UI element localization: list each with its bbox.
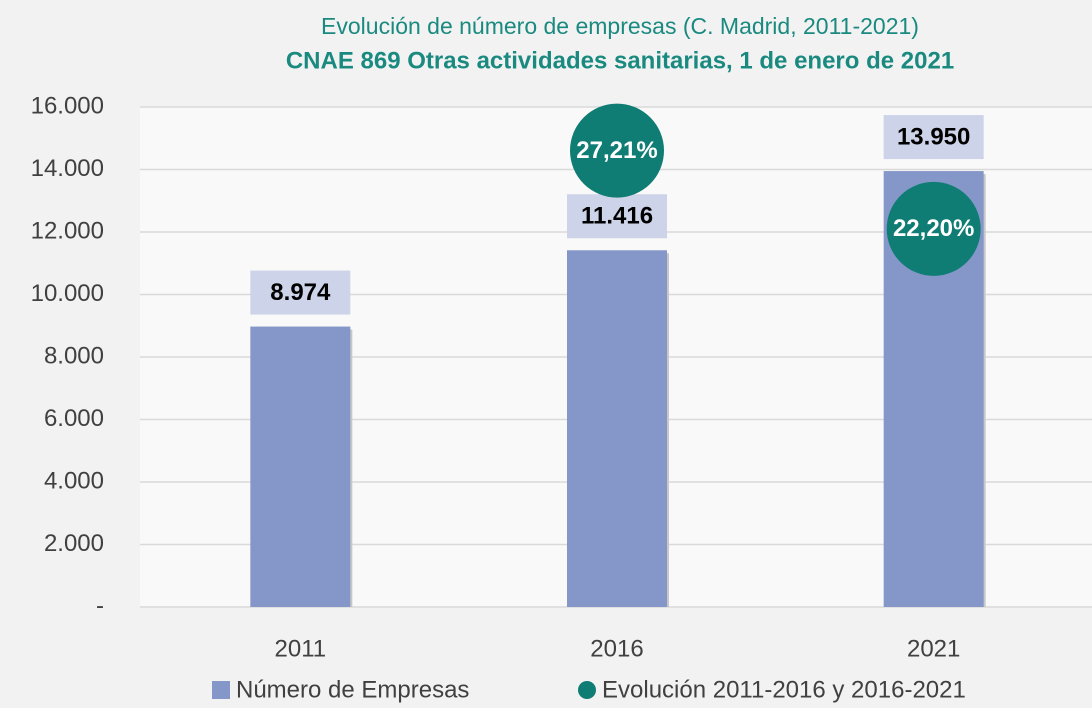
- x-tick-label: 2021: [907, 635, 960, 662]
- evolution-label: 27,21%: [576, 137, 657, 164]
- x-tick-label: 2011: [275, 635, 327, 662]
- y-tick-label: 12.000: [31, 217, 104, 244]
- y-tick-label: 2.000: [44, 530, 104, 557]
- evolution-marker: [886, 181, 981, 276]
- legend-label: Evolución 2011-2016 y 2016-2021: [602, 676, 966, 703]
- legend-swatch: [212, 681, 230, 699]
- bar: [250, 326, 351, 607]
- value-label-box: [883, 115, 984, 160]
- y-tick-label: -: [96, 592, 104, 619]
- value-label-box: [250, 270, 351, 315]
- evolution-label: 22,20%: [893, 215, 974, 242]
- chart-subtitle: CNAE 869 Otras actividades sanitarias, 1…: [286, 47, 954, 74]
- value-label: 11.416: [581, 203, 653, 230]
- legend-swatch: [578, 681, 596, 699]
- chart-title: Evolución de número de empresas (C. Madr…: [321, 13, 919, 39]
- legend-label: Número de Empresas: [236, 676, 469, 703]
- bar: [567, 250, 667, 607]
- y-tick-label: 14.000: [31, 155, 104, 182]
- value-label: 8.974: [270, 279, 331, 306]
- y-tick-label: 16.000: [31, 92, 104, 119]
- x-tick-label: 2016: [590, 635, 643, 662]
- y-tick-label: 4.000: [44, 467, 104, 494]
- y-tick-label: 10.000: [31, 280, 104, 307]
- value-label: 13.950: [897, 123, 970, 150]
- evolution-marker: [570, 103, 664, 198]
- y-tick-label: 6.000: [44, 405, 104, 432]
- y-tick-label: 8.000: [44, 342, 104, 369]
- value-label-box: [567, 194, 667, 239]
